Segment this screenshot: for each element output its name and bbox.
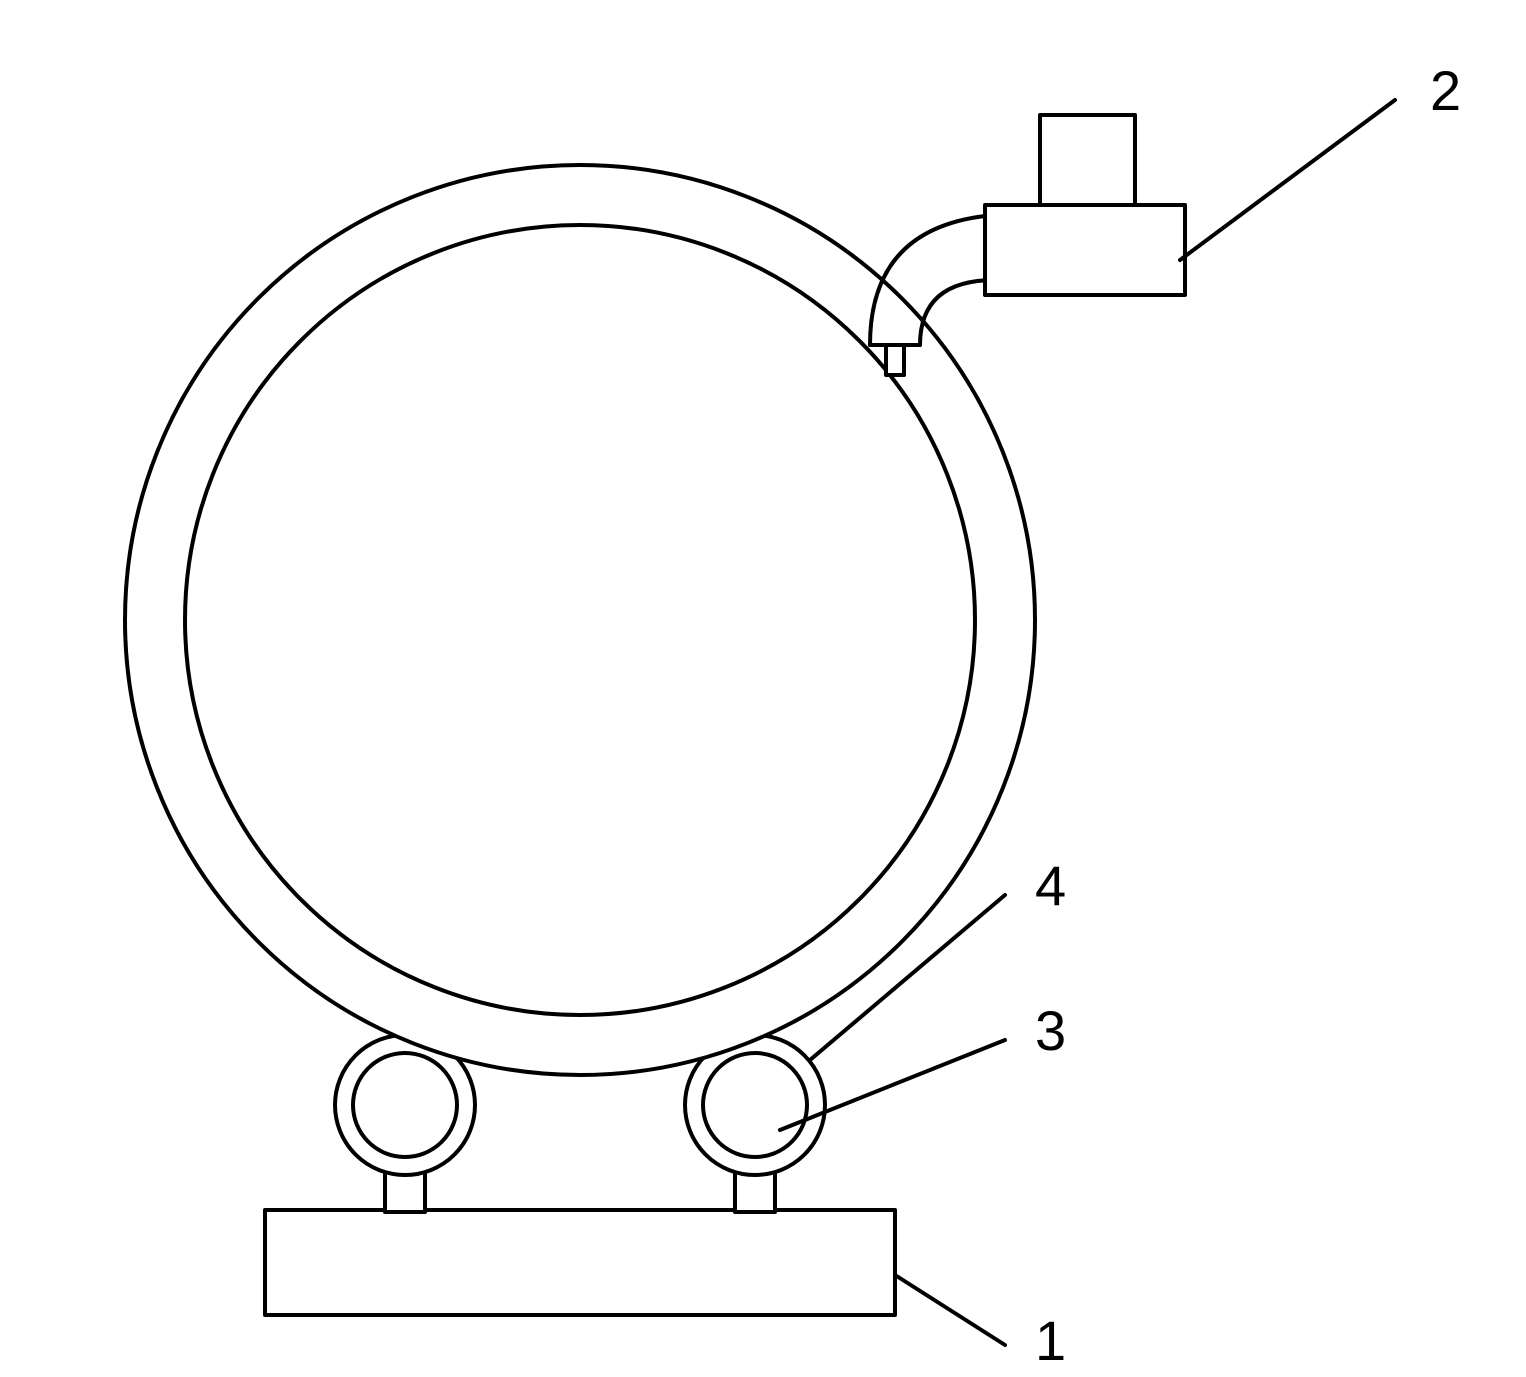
callout-line-2 xyxy=(1180,100,1395,260)
callout-label-3: 3 xyxy=(1035,999,1066,1062)
callout-line-1 xyxy=(895,1275,1005,1345)
callout-label-1: 1 xyxy=(1035,1309,1066,1372)
nozzle-tip xyxy=(886,345,904,375)
assembly-cap xyxy=(1040,115,1135,205)
callout-label-4: 4 xyxy=(1035,854,1066,917)
callout-label-2: 2 xyxy=(1430,59,1461,122)
drum-outer-circle xyxy=(125,165,1035,1075)
assembly-block xyxy=(985,205,1185,295)
base-plate xyxy=(265,1210,895,1315)
